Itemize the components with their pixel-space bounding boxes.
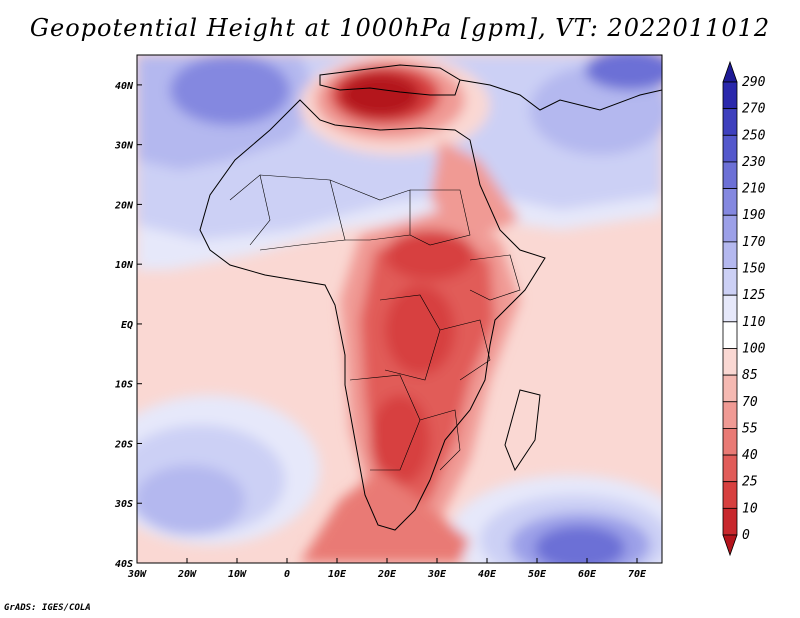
lon-tick-label: 0 (284, 569, 290, 580)
colorbar-swatch (722, 348, 738, 376)
latitude-axis: 40N 30N 20N 10N EQ 10S 20S 30S 40S (114, 81, 142, 570)
lat-tick-label: 10S (115, 380, 133, 391)
grads-credit: GrADS: IGES/COLA (4, 603, 91, 613)
colorbar-label: 55 (742, 421, 758, 436)
colorbar-swatch (722, 507, 738, 536)
colorbar-label: 230 (742, 155, 766, 170)
colorbar-label: 0 (742, 528, 750, 543)
lat-tick-label: EQ (121, 320, 133, 331)
map-frame (136, 54, 663, 564)
lon-tick-label: 10W (228, 569, 247, 580)
colorbar-swatch (722, 321, 738, 349)
colorbar-swatch (722, 268, 738, 296)
colorbar-label: 110 (742, 315, 766, 330)
colorbar-swatch (722, 188, 738, 216)
colorbar-label: 70 (742, 395, 758, 410)
map-title: Geopotential Height at 1000hPa [gpm], VT… (29, 14, 771, 42)
colorbar-label: 210 (742, 182, 766, 197)
colorbar-swatch (722, 481, 738, 509)
height-field (137, 55, 662, 563)
lon-tick-label: 10E (328, 569, 347, 580)
colorbar-label: 170 (742, 235, 766, 250)
colorbar-label: 25 (742, 475, 758, 490)
colorbar-swatch (722, 454, 738, 483)
lat-tick-label: 10N (115, 260, 134, 271)
lat-tick-label: 40N (115, 81, 134, 92)
lat-tick-label: 30N (114, 141, 134, 152)
colorbar-swatch (722, 534, 738, 557)
colorbar-swatch (722, 374, 738, 403)
colorbar-label: 85 (742, 368, 758, 383)
colorbar-swatch (722, 214, 738, 243)
colorbar-swatch (722, 401, 738, 429)
colorbar-swatch (722, 60, 738, 83)
colorbar-label: 190 (742, 208, 766, 223)
colorbar-label: 250 (742, 128, 766, 143)
lat-tick-label: 20N (114, 200, 134, 211)
country-borders (229, 174, 521, 471)
coastline (199, 64, 662, 531)
lon-tick-label: 30E (427, 569, 447, 580)
lon-tick-label: 60E (578, 569, 597, 580)
lon-tick-label: 70E (628, 569, 647, 580)
longitude-axis: 30W 20W 10W 0 10E 20E 30E 40E 50E 60E 70E (127, 558, 647, 580)
lat-tick-label: 30S (114, 499, 133, 510)
lon-tick-label: 30W (127, 569, 147, 580)
colorbar-label: 150 (742, 262, 766, 277)
lat-tick-label: 40S (115, 559, 133, 570)
lon-tick-label: 20W (177, 569, 197, 580)
lat-tick-label: 20S (114, 439, 133, 450)
colorbar-swatch (722, 241, 738, 269)
colorbar-label: 290 (742, 75, 766, 90)
colorbar-label: 40 (742, 448, 758, 463)
colorbar-swatch (722, 134, 738, 163)
lon-tick-label: 40E (478, 569, 497, 580)
colorbar-label: 270 (742, 102, 766, 117)
lon-tick-label: 20E (377, 569, 397, 580)
colorbar-swatch (722, 108, 738, 136)
colorbar-label: 100 (742, 341, 766, 356)
colorbar-swatch (722, 161, 738, 189)
colorbar-swatch (722, 81, 738, 110)
colorbar-swatch (722, 428, 738, 456)
colorbar-label: 10 (742, 501, 758, 516)
lon-tick-label: 50E (528, 569, 547, 580)
colorbar-label: 125 (742, 288, 766, 303)
colorbar-swatch (722, 294, 738, 323)
